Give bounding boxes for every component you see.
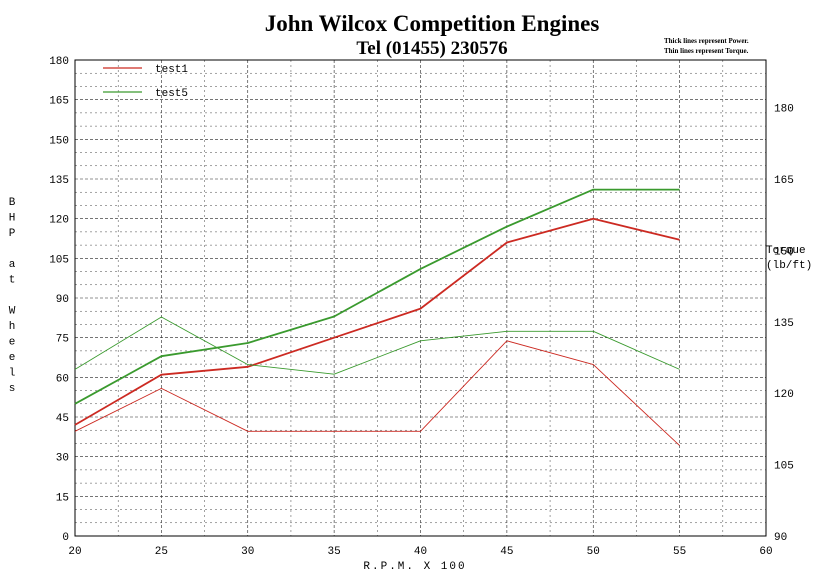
y-axis-label-char: W: [9, 306, 16, 318]
x-tick-label: 55: [673, 546, 686, 558]
x-tick-label: 30: [241, 546, 254, 558]
series: [74, 188, 680, 446]
x-tick-label: 40: [414, 546, 427, 558]
y-tick-label: 90: [56, 294, 69, 306]
y-axis-label-char: e: [9, 352, 16, 364]
plot-frame: [74, 59, 767, 537]
legend-label-test1: test1: [155, 64, 188, 76]
y-axis-label-char: l: [9, 368, 16, 380]
legend-label-test5: test5: [155, 88, 188, 100]
y-tick-label: 135: [49, 175, 69, 187]
note-torque: Thin lines represent Torque.: [664, 47, 749, 55]
y-axis-label-char: B: [9, 197, 16, 209]
y-tick-label: 15: [56, 492, 69, 504]
y-tick-label: 105: [49, 254, 69, 266]
x-tick-label: 20: [68, 546, 81, 558]
note-power: Thick lines represent Power.: [664, 37, 749, 45]
y-tick-label: 150: [49, 135, 69, 147]
y-tick-label: 165: [49, 96, 69, 108]
y2-axis-label-line1: Torque: [766, 245, 806, 257]
chart-subtitle: Tel (01455) 230576: [356, 38, 507, 59]
y-axis-label-char: s: [9, 383, 16, 395]
y-tick-label: 0: [62, 532, 69, 544]
y-axis-label-char: P: [9, 228, 16, 240]
y-tick-label: 60: [56, 373, 69, 385]
y-axis-label-char: [9, 290, 16, 302]
y-tick-label: 30: [56, 453, 69, 465]
series-line-test1-power: [74, 217, 680, 426]
x-tick-label: 25: [155, 546, 168, 558]
y-tick-label: 45: [56, 413, 69, 425]
y2-tick-label: 105: [774, 461, 794, 473]
x-tick-label: 50: [587, 546, 600, 558]
y-axis-label-char: [9, 244, 16, 256]
x-tick-label: 45: [500, 546, 513, 558]
y2-axis-label-line2: (lb/ft): [766, 260, 812, 272]
y2-tick-label: 90: [774, 532, 787, 544]
x-tick-label: 60: [759, 546, 772, 558]
y2-tick-label: 180: [774, 104, 794, 116]
y-tick-label: 120: [49, 215, 69, 227]
y-axis-label-char: e: [9, 337, 16, 349]
y2-tick-label: 150: [774, 246, 794, 258]
chart-title: John Wilcox Competition Engines: [265, 11, 600, 36]
series-line-test5-torque: [74, 316, 680, 375]
y-tick-label: 75: [56, 334, 69, 346]
y-axis-label-char: H: [9, 213, 16, 225]
x-axis-label: R.P.M. X 100: [363, 561, 466, 573]
y-axis-label-char: h: [9, 321, 16, 333]
series-line-test1-torque: [74, 340, 680, 446]
y2-tick-label: 165: [774, 175, 794, 187]
y-axis-label-char: t: [9, 275, 16, 287]
y2-tick-label: 120: [774, 389, 794, 401]
y-tick-label: 180: [49, 56, 69, 68]
y2-tick-label: 135: [774, 318, 794, 330]
tick-labels: 20 25 30 35 40 45 50 55 60 0 15 30 45 60 75 90 105 120 135…: [49, 56, 794, 558]
y-axis-label-char: a: [9, 259, 16, 271]
grid: [75, 60, 766, 536]
series-line-test5-power: [74, 188, 680, 405]
x-tick-label: 35: [328, 546, 341, 558]
